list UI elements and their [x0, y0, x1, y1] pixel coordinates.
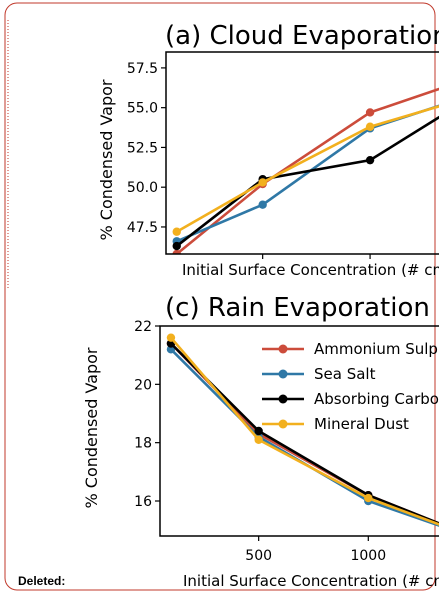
panel-c-legend: Ammonium Sulph Sea Salt Absorbing Carbo Min… [262, 340, 439, 433]
data-point-sea_salt [258, 200, 267, 209]
panel-c-ticks: 16 18 20 22 500 1000 [134, 319, 386, 564]
panel-a-ticks: 47.5 50.0 52.5 55.0 57.5 [127, 61, 371, 259]
panel-a-title: (a) Cloud Evaporation [165, 21, 439, 51]
legend-marker-sea_salt [278, 369, 288, 379]
x-tick-label: 500 [245, 548, 272, 564]
deleted-markup-label: Deleted: [18, 574, 66, 588]
panel-a-ylabel: % Condensed Vapor [97, 79, 116, 240]
data-point-dust [172, 227, 181, 236]
y-tick-label: 50.0 [127, 180, 158, 196]
y-tick-label: 22 [134, 319, 152, 335]
panel-a-axes-frame [165, 51, 439, 255]
legend-label-dust: Mineral Dust [314, 415, 409, 433]
panel-c-title: (c) Rain Evaporation [165, 293, 430, 323]
panel-c-xlabel: Initial Surface Concentration (# cm [183, 572, 439, 590]
y-tick-label: 20 [134, 377, 152, 393]
legend-marker-absorbing [278, 394, 288, 404]
panel-a-xlabel: Initial Surface Concentration (# cm [182, 261, 439, 279]
data-point-ammonium [365, 108, 375, 117]
legend-marker-dust [278, 419, 288, 429]
y-tick-label: 18 [134, 436, 152, 452]
panel-a-series [172, 87, 439, 254]
panel-c-series [166, 333, 439, 527]
y-tick-label: 16 [134, 494, 152, 510]
series-line-dust [176, 104, 439, 233]
y-tick-label: 57.5 [127, 61, 158, 77]
data-point-dust [364, 493, 373, 503]
panel-rain-evaporation: (c) Rain Evaporation % Condensed Vapor I… [82, 293, 439, 590]
data-point-dust [254, 435, 263, 444]
y-tick-label: 52.5 [127, 140, 158, 156]
y-tick-label: 55.0 [127, 101, 158, 117]
y-tick-label: 47.5 [127, 220, 158, 236]
legend-label-ammonium: Ammonium Sulph [314, 340, 439, 358]
series-line-sea_salt [176, 104, 439, 243]
legend-label-sea_salt: Sea Salt [314, 365, 376, 383]
data-point-dust [365, 122, 375, 131]
legend-label-absorbing: Absorbing Carbo [314, 390, 439, 408]
data-point-absorbing [254, 426, 263, 436]
data-point-ammonium [172, 249, 181, 254]
data-point-absorbing [172, 241, 181, 251]
panel-c-ylabel: % Condensed Vapor [82, 347, 101, 508]
series-line-ammonium [175, 87, 439, 254]
data-point-absorbing [365, 155, 375, 165]
legend-marker-ammonium [278, 344, 288, 354]
data-point-dust [258, 178, 267, 187]
panel-c-axes-frame [159, 325, 439, 537]
series-line-absorbing [175, 115, 439, 248]
panel-cloud-evaporation: (a) Cloud Evaporation % Condensed Vapor … [97, 21, 439, 279]
x-tick-label: 1000 [350, 548, 386, 564]
data-point-dust [166, 333, 176, 342]
series-line-dust [169, 336, 439, 526]
